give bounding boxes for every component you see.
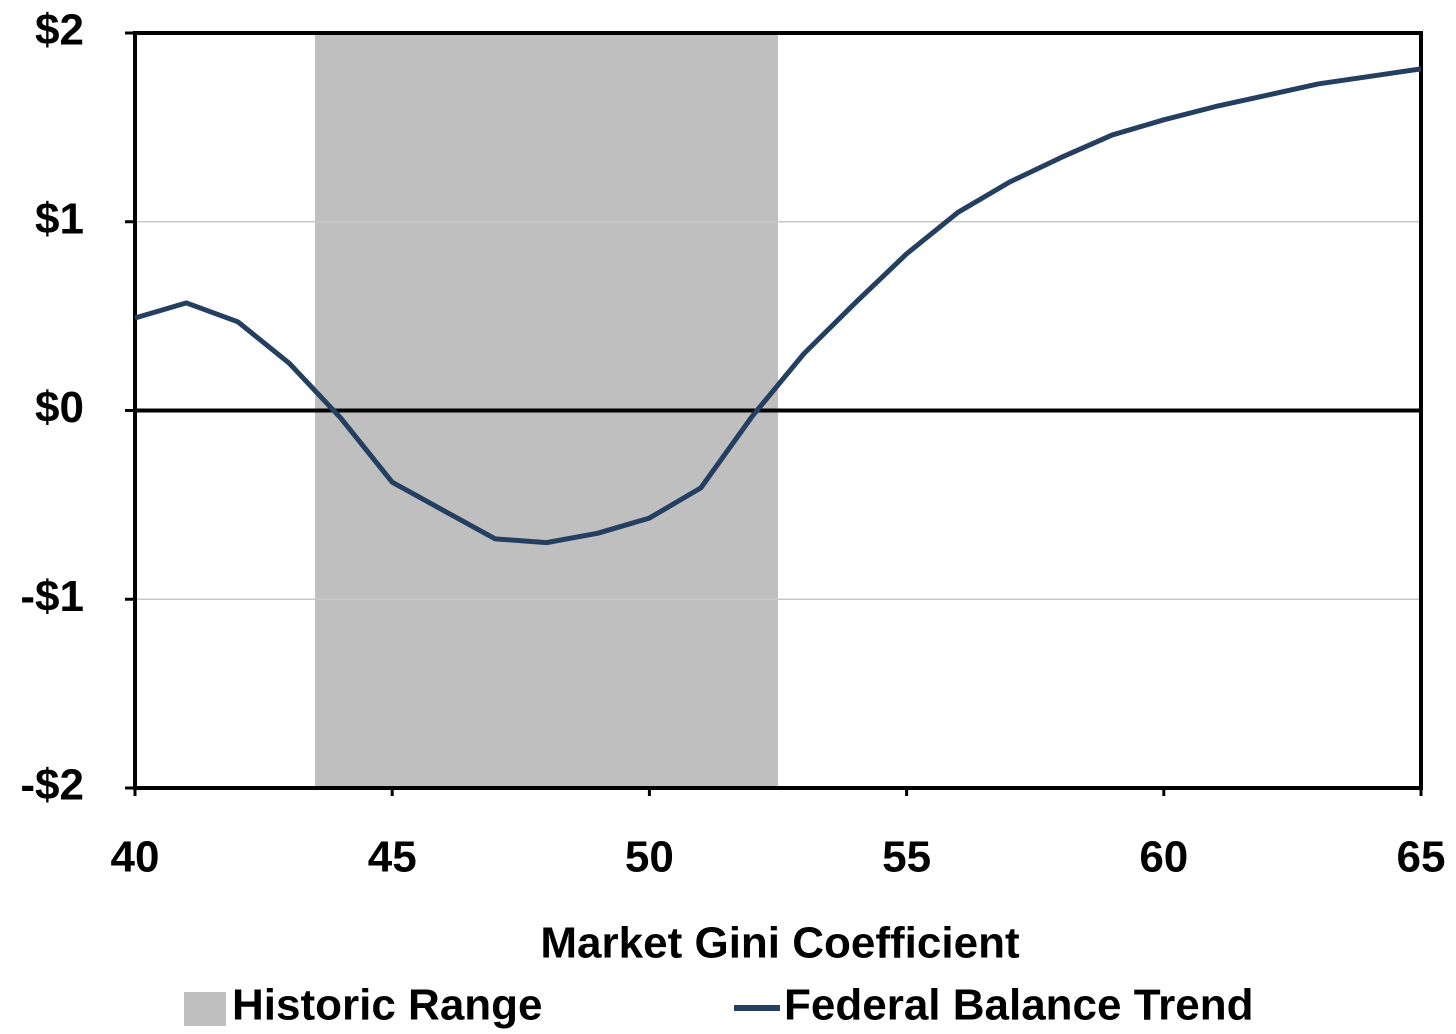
legend-label: Federal Balance Trend: [784, 981, 1254, 1030]
x-tick-label: 40: [111, 833, 160, 882]
x-tick-label: 65: [1397, 833, 1446, 882]
y-tick-label: $1: [35, 194, 84, 243]
y-tick-label: $2: [35, 6, 84, 55]
x-axis-label: Market Gini Coefficient: [540, 919, 1020, 968]
y-tick-label: $0: [35, 383, 84, 432]
legend-label: Historic Range: [232, 981, 543, 1030]
x-tick-label: 50: [625, 833, 674, 882]
x-tick-label: 55: [882, 833, 931, 882]
plot-frame: [133, 31, 1423, 790]
y-tick-label: -$2: [20, 761, 84, 810]
trend-line: [134, 66, 1422, 546]
legend-swatch: [184, 992, 226, 1026]
x-tick-label: 45: [368, 833, 417, 882]
x-tick-label: 60: [1139, 833, 1188, 882]
y-tick-label: -$1: [20, 572, 84, 621]
